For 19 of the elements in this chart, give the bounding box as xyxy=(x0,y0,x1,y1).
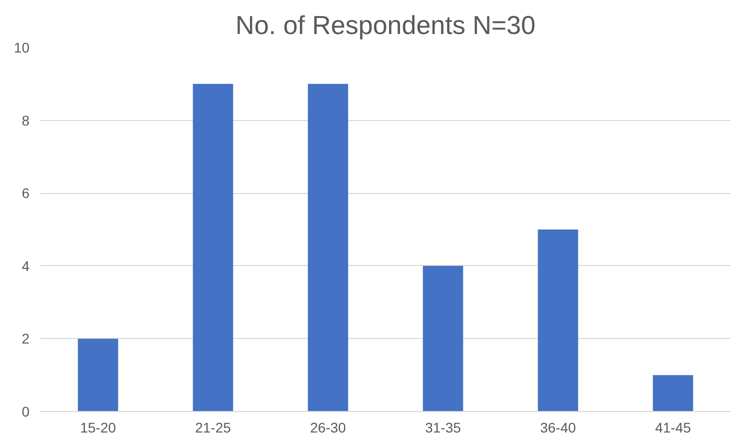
y-tick-label: 10 xyxy=(14,40,30,56)
bar xyxy=(422,266,464,412)
x-tick-label: 21-25 xyxy=(195,420,232,435)
y-tick-label: 2 xyxy=(22,330,30,347)
x-tick-label: 31-35 xyxy=(425,420,462,435)
x-tick-label: 36-40 xyxy=(540,420,576,435)
chart-title: No. of Respondents N=30 xyxy=(236,10,536,40)
x-tick-label: 26-30 xyxy=(310,420,346,435)
y-tick-label: 6 xyxy=(22,185,30,202)
bar xyxy=(308,84,348,412)
y-tick-label: 4 xyxy=(22,258,30,274)
bar xyxy=(78,338,118,412)
bar xyxy=(652,375,694,412)
x-tick-label: 15-20 xyxy=(80,420,116,435)
bar xyxy=(192,84,234,412)
y-tick-label: 0 xyxy=(22,404,30,420)
y-tick-label: 8 xyxy=(22,112,30,128)
bar xyxy=(538,230,578,412)
x-tick-label: 41-45 xyxy=(655,420,692,435)
